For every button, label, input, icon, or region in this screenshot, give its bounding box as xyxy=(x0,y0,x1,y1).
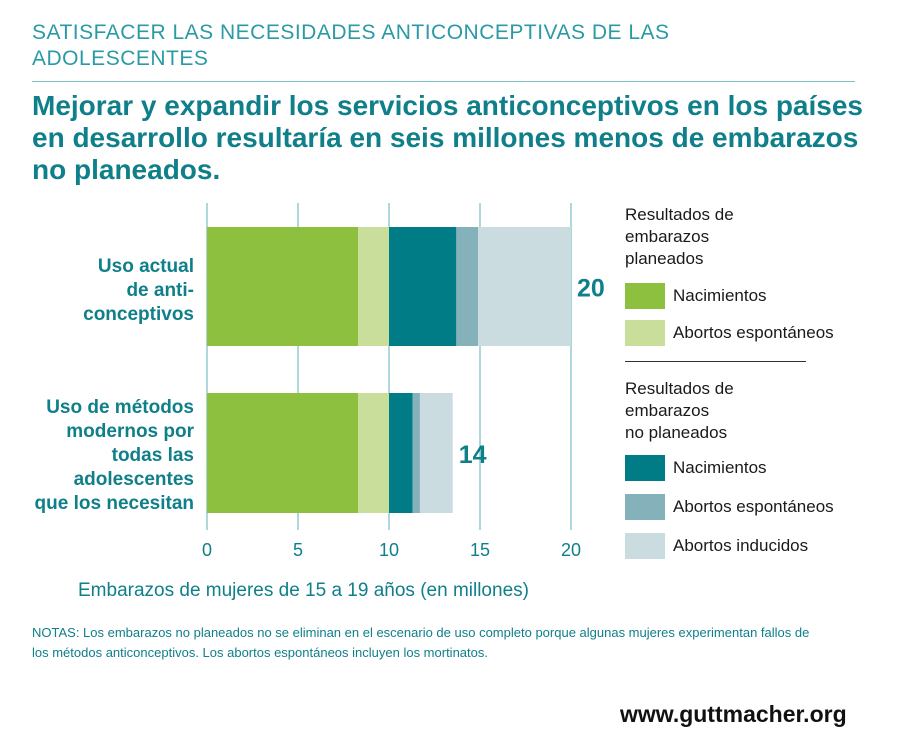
x-tick-label: 10 xyxy=(379,540,399,560)
category-label-current-use: Uso actual de anti- conceptivos xyxy=(83,256,194,325)
legend-swatch xyxy=(625,320,665,346)
title-divider xyxy=(32,81,855,82)
legend-planned-title: Resultados de embarazos planeados xyxy=(625,205,734,268)
legend-swatch xyxy=(625,494,665,520)
legend-item-planned-births: Nacimientos xyxy=(625,283,767,309)
kicker-title: SATISFACER LAS NECESIDADES ANTICONCEPTIV… xyxy=(32,21,670,70)
bar-segment xyxy=(456,227,479,346)
bar-segment xyxy=(207,227,359,346)
bar-segment xyxy=(358,393,389,513)
headline: Mejorar y expandir los servicios anticon… xyxy=(32,90,863,185)
legend-item-unplanned-births: Nacimientos xyxy=(625,455,767,481)
notes: NOTAS: Los embarazos no planeados no se … xyxy=(32,625,810,660)
bar-segment xyxy=(412,393,420,513)
category-label-full-use: Uso de métodos modernos por todas las ad… xyxy=(34,397,194,514)
legend-item-unplanned-induced-abortions: Abortos inducidos xyxy=(625,533,808,559)
legend-swatch xyxy=(625,283,665,309)
bar-segment xyxy=(207,393,359,513)
bar-segment xyxy=(389,227,457,346)
legend-item-unplanned-miscarriages: Abortos espontáneos xyxy=(625,494,834,520)
bar-segment xyxy=(389,393,413,513)
legend-label: Abortos inducidos xyxy=(673,536,809,555)
legend-label: Nacimientos xyxy=(673,458,767,477)
legend-item-planned-miscarriages: Abortos espontáneos xyxy=(625,320,834,346)
total-label: 20 xyxy=(577,275,605,303)
bar-segment xyxy=(419,393,453,513)
legend-divider xyxy=(625,361,806,362)
x-tick-label: 15 xyxy=(470,540,490,560)
x-tick-label: 20 xyxy=(561,540,581,560)
legend-swatch xyxy=(625,533,665,559)
legend-unplanned-title: Resultados de embarazos no planeados xyxy=(625,379,734,442)
legend-label: Nacimientos xyxy=(673,286,767,305)
total-label: 14 xyxy=(459,441,487,469)
brand-url[interactable]: www.guttmacher.org xyxy=(620,701,847,727)
legend-label: Abortos espontáneos xyxy=(673,497,834,516)
bar-segment xyxy=(478,227,571,346)
x-tick-label: 0 xyxy=(202,540,212,560)
legend-label: Abortos espontáneos xyxy=(673,323,834,342)
x-tick-label: 5 xyxy=(293,540,303,560)
bar-segment xyxy=(358,227,389,346)
x-axis-title: Embarazos de mujeres de 15 a 19 años (en… xyxy=(78,580,529,601)
legend-swatch xyxy=(625,455,665,481)
